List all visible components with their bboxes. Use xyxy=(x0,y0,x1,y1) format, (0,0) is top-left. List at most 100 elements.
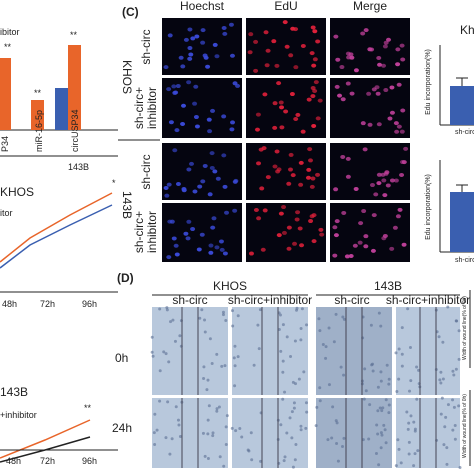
texture xyxy=(281,397,285,401)
cell xyxy=(181,188,187,193)
texture xyxy=(234,429,238,433)
cell xyxy=(271,39,277,44)
cell-line: 143B xyxy=(374,279,402,293)
cell xyxy=(214,245,220,250)
cell xyxy=(294,217,300,222)
cell xyxy=(400,57,406,62)
wound-image xyxy=(232,307,308,395)
cell xyxy=(208,243,214,248)
cell xyxy=(360,31,366,36)
cell xyxy=(278,211,284,216)
cell xyxy=(401,160,407,165)
texture xyxy=(367,437,371,441)
cell xyxy=(258,147,264,152)
cell xyxy=(166,182,172,187)
texture xyxy=(332,340,336,344)
cell xyxy=(332,253,338,258)
cell xyxy=(396,124,402,129)
texture xyxy=(406,307,410,311)
cell xyxy=(164,193,170,198)
texture xyxy=(409,414,413,418)
texture xyxy=(364,389,368,393)
cell xyxy=(171,84,177,89)
texture xyxy=(249,431,253,435)
cell xyxy=(260,247,266,252)
texture xyxy=(381,406,385,410)
texture xyxy=(256,323,260,327)
cell xyxy=(401,242,407,247)
cell xyxy=(376,122,382,127)
texture xyxy=(236,355,240,359)
texture xyxy=(177,423,181,427)
cell xyxy=(381,236,387,241)
y-label: Edu incorporation(%) xyxy=(425,49,432,115)
texture xyxy=(153,412,157,416)
cell xyxy=(395,214,401,219)
cell xyxy=(337,93,343,98)
texture xyxy=(379,446,383,450)
texture xyxy=(377,311,381,315)
cell xyxy=(214,54,220,59)
texture xyxy=(240,435,244,439)
cell xyxy=(274,149,280,154)
cell xyxy=(362,147,368,152)
texture xyxy=(327,383,331,387)
texture xyxy=(452,405,456,409)
texture xyxy=(379,431,383,435)
cell xyxy=(208,250,214,255)
cell xyxy=(394,129,400,134)
cell xyxy=(186,167,192,172)
cell xyxy=(376,181,382,186)
texture xyxy=(252,363,256,367)
texture xyxy=(293,458,297,462)
texture xyxy=(198,316,202,320)
texture xyxy=(282,459,286,463)
cell xyxy=(178,55,184,60)
texture xyxy=(215,409,219,413)
texture xyxy=(457,404,461,408)
cell xyxy=(187,56,193,61)
texture xyxy=(383,428,387,432)
cell xyxy=(212,169,218,174)
cell xyxy=(381,178,387,183)
cell xyxy=(361,209,367,214)
cell xyxy=(272,164,278,169)
texture xyxy=(336,459,340,463)
cell xyxy=(278,100,284,105)
texture xyxy=(279,423,283,427)
bar xyxy=(450,192,474,252)
texture xyxy=(205,388,209,392)
cell xyxy=(207,129,213,134)
texture xyxy=(437,335,441,339)
texture xyxy=(385,363,389,367)
texture xyxy=(387,377,391,381)
cell xyxy=(259,186,265,191)
cell xyxy=(363,244,369,249)
texture xyxy=(318,329,322,333)
cell xyxy=(262,92,268,97)
x-label: 96h xyxy=(82,299,97,309)
cell xyxy=(218,239,224,244)
texture xyxy=(294,382,298,386)
texture xyxy=(387,411,391,415)
cell xyxy=(306,97,312,102)
cell xyxy=(309,184,315,189)
texture xyxy=(233,364,237,368)
cell xyxy=(276,81,282,86)
texture xyxy=(171,318,175,322)
texture xyxy=(224,425,228,429)
texture xyxy=(384,441,388,445)
cell xyxy=(392,225,398,230)
texture xyxy=(384,398,388,402)
cell xyxy=(199,232,205,237)
bar xyxy=(31,100,44,130)
texture xyxy=(331,405,335,409)
texture xyxy=(150,350,154,354)
texture xyxy=(445,446,449,450)
cell xyxy=(348,52,354,57)
cell xyxy=(174,252,180,257)
cell xyxy=(381,63,387,68)
texture xyxy=(257,347,261,351)
cell xyxy=(233,178,239,183)
cell xyxy=(253,207,259,212)
